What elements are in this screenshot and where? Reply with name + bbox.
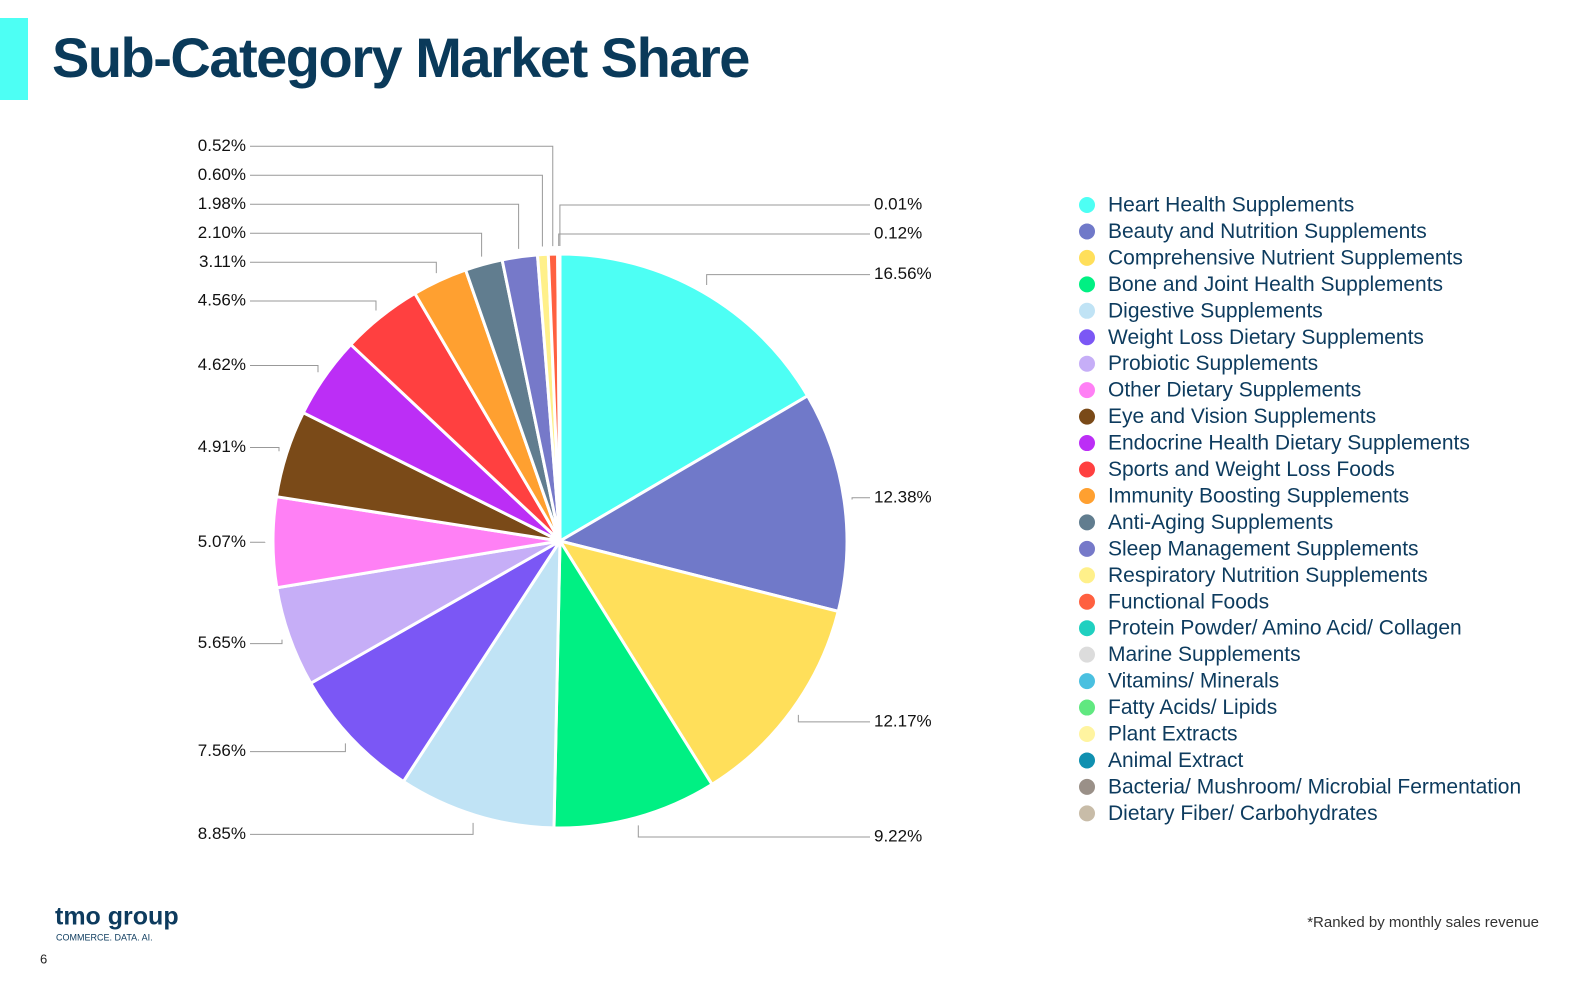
legend-label: Bacteria/ Mushroom/ Microbial Fermentati… <box>1108 775 1521 798</box>
leader-line <box>559 204 870 247</box>
page-number: 6 <box>40 951 47 966</box>
data-label: 5.65% <box>198 633 246 652</box>
legend-swatch <box>1079 567 1095 584</box>
legend-swatch <box>1079 673 1095 690</box>
data-label: 4.62% <box>198 355 246 374</box>
legend-label: Animal Extract <box>1108 749 1244 772</box>
legend-swatch <box>1079 726 1095 742</box>
legend-label: Probiotic Supplements <box>1108 352 1318 375</box>
legend-swatch <box>1079 540 1095 557</box>
legend-label: Marine Supplements <box>1108 643 1301 666</box>
leader-line <box>706 274 870 286</box>
legend-label: Digestive Supplements <box>1108 299 1323 322</box>
legend-swatch <box>1079 223 1095 240</box>
legend-swatch <box>1079 514 1095 531</box>
legend-label: Sports and Weight Loss Foods <box>1108 458 1395 481</box>
logo-tagline: COMMERCE. DATA. AI. <box>56 932 153 942</box>
data-label: 2.10% <box>198 223 246 242</box>
legend-label: Bone and Joint Health Supplements <box>1108 273 1443 296</box>
pie-slice <box>556 393 849 614</box>
legend-label: Endocrine Health Dietary Supplements <box>1108 432 1470 455</box>
legend-label: Sleep Management Supplements <box>1108 537 1419 560</box>
data-label: 1.98% <box>198 194 246 213</box>
chart-title: Sub-Category Market Share <box>52 26 749 89</box>
data-label: 0.01% <box>874 194 922 213</box>
leader-line <box>250 743 346 753</box>
data-label: 8.85% <box>198 824 246 843</box>
data-label: 5.07% <box>198 532 246 551</box>
legend-label: Dietary Fiber/ Carbohydrates <box>1108 802 1378 825</box>
leader-line <box>250 447 280 452</box>
legend-swatch <box>1079 620 1095 637</box>
leader-line <box>250 364 319 373</box>
leader-line <box>250 174 543 247</box>
pie-slice <box>556 538 841 787</box>
leader-line <box>637 825 870 838</box>
pie-slice <box>308 539 562 784</box>
legend-swatch <box>1079 435 1095 452</box>
data-label: 12.38% <box>874 487 932 506</box>
pie-slice <box>401 535 562 830</box>
leader-line <box>250 300 377 311</box>
legend-label: Other Dietary Supplements <box>1108 379 1361 402</box>
legend-swatch <box>1079 593 1095 610</box>
legend-label: Respiratory Nutrition Supplements <box>1108 564 1428 587</box>
data-label: 7.56% <box>198 741 246 760</box>
legend-swatch <box>1079 699 1095 716</box>
logo: tmo group <box>55 903 179 931</box>
legend-swatch <box>1079 752 1095 769</box>
legend-swatch <box>1079 276 1095 293</box>
leader-line <box>250 203 520 249</box>
leader-line <box>851 497 870 500</box>
legend-label: Protein Powder/ Amino Acid/ Collagen <box>1108 617 1462 640</box>
legend-label: Fatty Acids/ Lipids <box>1108 696 1277 719</box>
data-label: 4.91% <box>198 437 246 456</box>
legend-swatch <box>1079 461 1095 478</box>
data-label: 0.52% <box>198 136 246 155</box>
legend-label: Comprehensive Nutrient Supplements <box>1108 246 1463 269</box>
data-label: 4.56% <box>198 291 246 310</box>
data-label: 0.60% <box>198 165 246 184</box>
legend-label: Vitamins/ Minerals <box>1108 670 1279 693</box>
data-label: 3.11% <box>199 252 246 271</box>
pie-slice <box>558 252 810 544</box>
legend-label: Eye and Vision Supplements <box>1108 405 1376 428</box>
pie-slice <box>552 535 715 830</box>
legend-swatch <box>1079 408 1095 425</box>
data-label: 0.12% <box>874 223 922 242</box>
title-accent <box>0 18 28 100</box>
legend-swatch <box>1079 778 1095 795</box>
legend-label: Plant Extracts <box>1108 723 1238 746</box>
leader-line <box>250 232 483 257</box>
data-label: 16.56% <box>874 264 932 283</box>
legend-swatch <box>1079 197 1095 213</box>
legend-label: Functional Foods <box>1108 590 1269 613</box>
leader-line <box>250 145 554 247</box>
legend-label: Weight Loss Dietary Supplements <box>1108 326 1424 349</box>
legend-swatch <box>1079 382 1095 399</box>
legend-swatch <box>1079 355 1095 372</box>
data-label: 12.17% <box>874 711 932 730</box>
leader-line <box>558 233 870 247</box>
footnote: *Ranked by monthly sales revenue <box>1307 914 1539 931</box>
legend-swatch <box>1079 329 1095 346</box>
legend-swatch <box>1079 646 1095 663</box>
legend-swatch <box>1079 487 1095 504</box>
leader-line <box>797 714 870 723</box>
legend-label: Heart Health Supplements <box>1108 194 1354 217</box>
legend-swatch <box>1079 302 1095 319</box>
legend-label: Beauty and Nutrition Supplements <box>1108 220 1427 243</box>
leader-line <box>250 639 283 645</box>
leader-line <box>250 261 437 274</box>
legend-swatch <box>1079 249 1095 266</box>
legend-label: Immunity Boosting Supplements <box>1108 484 1409 507</box>
data-label: 9.22% <box>874 826 922 845</box>
legend-label: Anti-Aging Supplements <box>1108 511 1333 534</box>
leader-line <box>250 822 474 835</box>
legend-swatch <box>1079 805 1095 822</box>
